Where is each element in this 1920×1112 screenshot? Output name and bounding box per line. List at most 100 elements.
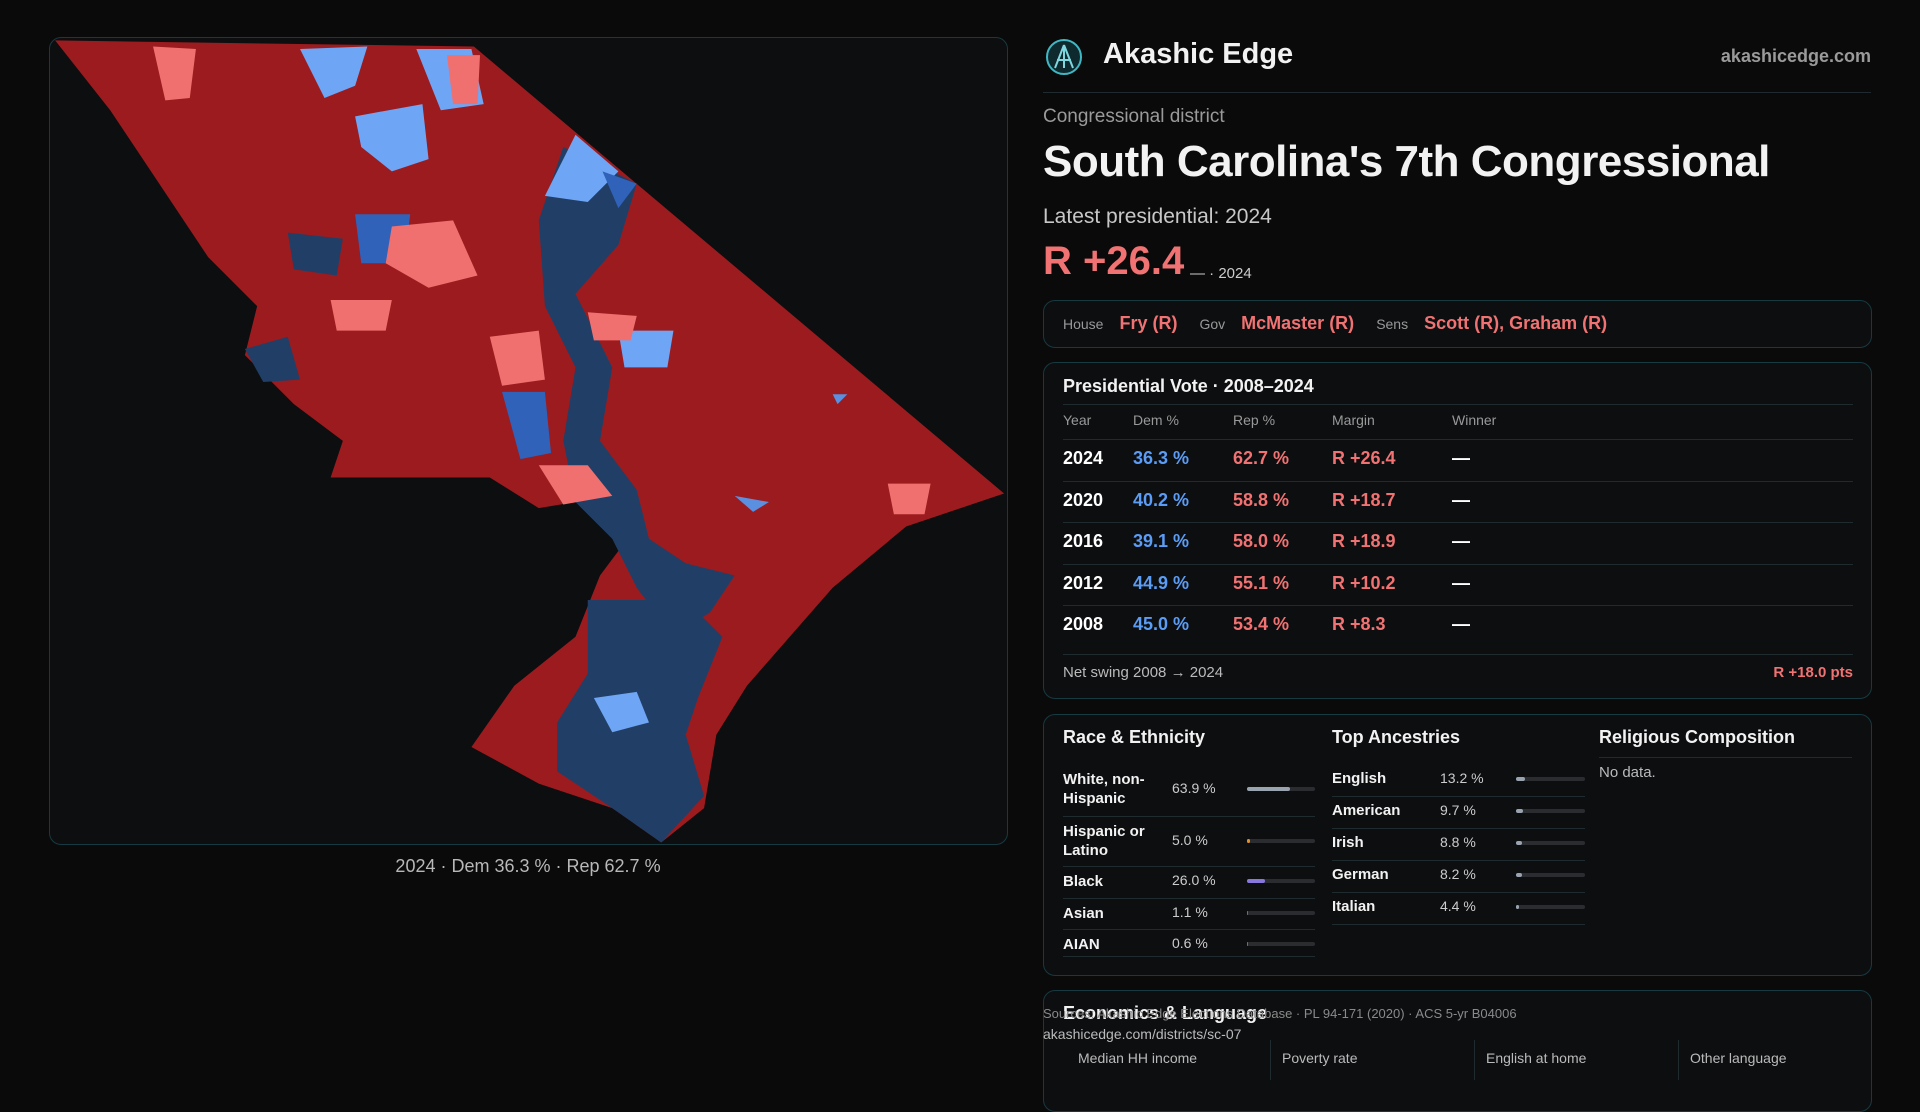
table-cell: 53.4 % bbox=[1233, 614, 1289, 635]
bar-track bbox=[1516, 841, 1585, 845]
table-cell: 2012 bbox=[1063, 573, 1103, 594]
ancestry-bar bbox=[1516, 873, 1522, 877]
latest-margin: R +26.4 bbox=[1043, 239, 1184, 284]
table-cell: 39.1 % bbox=[1133, 531, 1189, 552]
ancestry-label: English bbox=[1332, 770, 1386, 787]
race-bar bbox=[1247, 787, 1290, 791]
logo bbox=[1045, 38, 1083, 76]
table-cell: — bbox=[1452, 448, 1470, 469]
divider bbox=[1474, 1040, 1475, 1080]
divider bbox=[1332, 924, 1585, 925]
net-swing: R +18.0 pts bbox=[1773, 664, 1853, 681]
ancestry-bar bbox=[1516, 809, 1523, 813]
latest-label: Latest presidential: 2024 bbox=[1043, 205, 1272, 229]
map-caption: 2024 · Dem 36.3 % · Rep 62.7 % bbox=[395, 856, 660, 877]
ancestry-value: 9.7 % bbox=[1440, 802, 1476, 818]
table-cell: 2024 bbox=[1063, 448, 1103, 469]
table-cell: 40.2 % bbox=[1133, 490, 1189, 511]
table-cell: R +26.4 bbox=[1332, 448, 1396, 469]
ancestry-value: 13.2 % bbox=[1440, 770, 1484, 786]
race-value: 5.0 % bbox=[1172, 832, 1208, 848]
race-bar bbox=[1247, 879, 1265, 883]
stat-label: Poverty rate bbox=[1282, 1050, 1357, 1066]
presidential-title: Presidential Vote · 2008–2024 bbox=[1063, 376, 1314, 397]
stat-label: Other language bbox=[1690, 1050, 1787, 1066]
table-cell: R +10.2 bbox=[1332, 573, 1396, 594]
page: 2024 · Dem 36.3 % · Rep 62.7 % Akashic E… bbox=[0, 0, 1920, 1080]
official-name: Scott (R), Graham (R) bbox=[1424, 313, 1607, 334]
official-name: McMaster (R) bbox=[1241, 313, 1354, 334]
ancestry-value: 4.4 % bbox=[1440, 898, 1476, 914]
divider bbox=[1063, 605, 1853, 606]
race-label: White, non-Hispanic bbox=[1063, 770, 1168, 808]
column-header: Winner bbox=[1452, 412, 1496, 428]
ancestry-label: Irish bbox=[1332, 834, 1364, 851]
margin-note: — · 2024 bbox=[1190, 265, 1252, 282]
district-title: South Carolina's 7th Congressional bbox=[1043, 137, 1770, 187]
table-cell: — bbox=[1452, 531, 1470, 552]
column-header: Year bbox=[1063, 412, 1091, 428]
ancestry-bar bbox=[1516, 905, 1519, 909]
race-title: Race & Ethnicity bbox=[1063, 727, 1205, 748]
bar-track bbox=[1516, 873, 1585, 877]
divider bbox=[1063, 866, 1315, 867]
race-label: Asian bbox=[1063, 904, 1168, 923]
race-bar bbox=[1247, 911, 1248, 915]
race-label: Hispanic or Latino bbox=[1063, 822, 1168, 860]
official-role: Sens bbox=[1376, 316, 1408, 332]
table-cell: 45.0 % bbox=[1133, 614, 1189, 635]
divider bbox=[1332, 892, 1585, 893]
divider bbox=[1063, 481, 1853, 482]
bar-track bbox=[1516, 777, 1585, 781]
stat-label: English at home bbox=[1486, 1050, 1586, 1066]
table-cell: 2008 bbox=[1063, 614, 1103, 635]
divider bbox=[1043, 92, 1871, 93]
table-cell: R +8.3 bbox=[1332, 614, 1386, 635]
table-cell: 2016 bbox=[1063, 531, 1103, 552]
bar-track bbox=[1247, 839, 1315, 843]
divider bbox=[1063, 439, 1853, 440]
net-swing-label: Net swing 2008 → 2024 bbox=[1063, 664, 1223, 681]
divider bbox=[1063, 522, 1853, 523]
bar-track bbox=[1247, 942, 1315, 946]
column-header: Margin bbox=[1332, 412, 1375, 428]
divider bbox=[1063, 816, 1315, 817]
table-cell: — bbox=[1452, 490, 1470, 511]
ancestry-label: German bbox=[1332, 866, 1389, 883]
ancestry-value: 8.8 % bbox=[1440, 834, 1476, 850]
divider bbox=[1678, 1040, 1679, 1080]
brand: Akashic Edge bbox=[1103, 38, 1293, 71]
district-url[interactable]: akashicedge.com/districts/sc-07 bbox=[1043, 1026, 1241, 1042]
table-cell: 36.3 % bbox=[1133, 448, 1189, 469]
stat-label: Median HH income bbox=[1078, 1050, 1197, 1066]
race-value: 0.6 % bbox=[1172, 935, 1208, 951]
race-label: Black bbox=[1063, 872, 1168, 891]
divider bbox=[1063, 898, 1315, 899]
table-cell: R +18.7 bbox=[1332, 490, 1396, 511]
ancestry-value: 8.2 % bbox=[1440, 866, 1476, 882]
ancestry-bar bbox=[1516, 777, 1525, 781]
divider bbox=[1063, 564, 1853, 565]
table-cell: R +18.9 bbox=[1332, 531, 1396, 552]
ancestry-title: Top Ancestries bbox=[1332, 727, 1460, 748]
divider bbox=[1270, 1040, 1271, 1080]
table-cell: 58.8 % bbox=[1233, 490, 1289, 511]
divider bbox=[1332, 796, 1585, 797]
official-role: Gov bbox=[1199, 316, 1225, 332]
kicker: Congressional district bbox=[1043, 106, 1225, 128]
site-link[interactable]: akashicedge.com bbox=[1721, 46, 1871, 67]
ancestry-bar bbox=[1516, 841, 1522, 845]
race-label: AIAN bbox=[1063, 935, 1168, 954]
table-cell: 62.7 % bbox=[1233, 448, 1289, 469]
divider bbox=[1599, 757, 1852, 758]
ancestry-label: Italian bbox=[1332, 898, 1375, 915]
official-name: Fry (R) bbox=[1119, 313, 1177, 334]
divider bbox=[1332, 828, 1585, 829]
divider bbox=[1063, 956, 1315, 957]
divider bbox=[1063, 929, 1315, 930]
table-cell: 2020 bbox=[1063, 490, 1103, 511]
divider bbox=[1063, 404, 1853, 405]
religion-title: Religious Composition bbox=[1599, 727, 1795, 748]
table-cell: 55.1 % bbox=[1233, 573, 1289, 594]
